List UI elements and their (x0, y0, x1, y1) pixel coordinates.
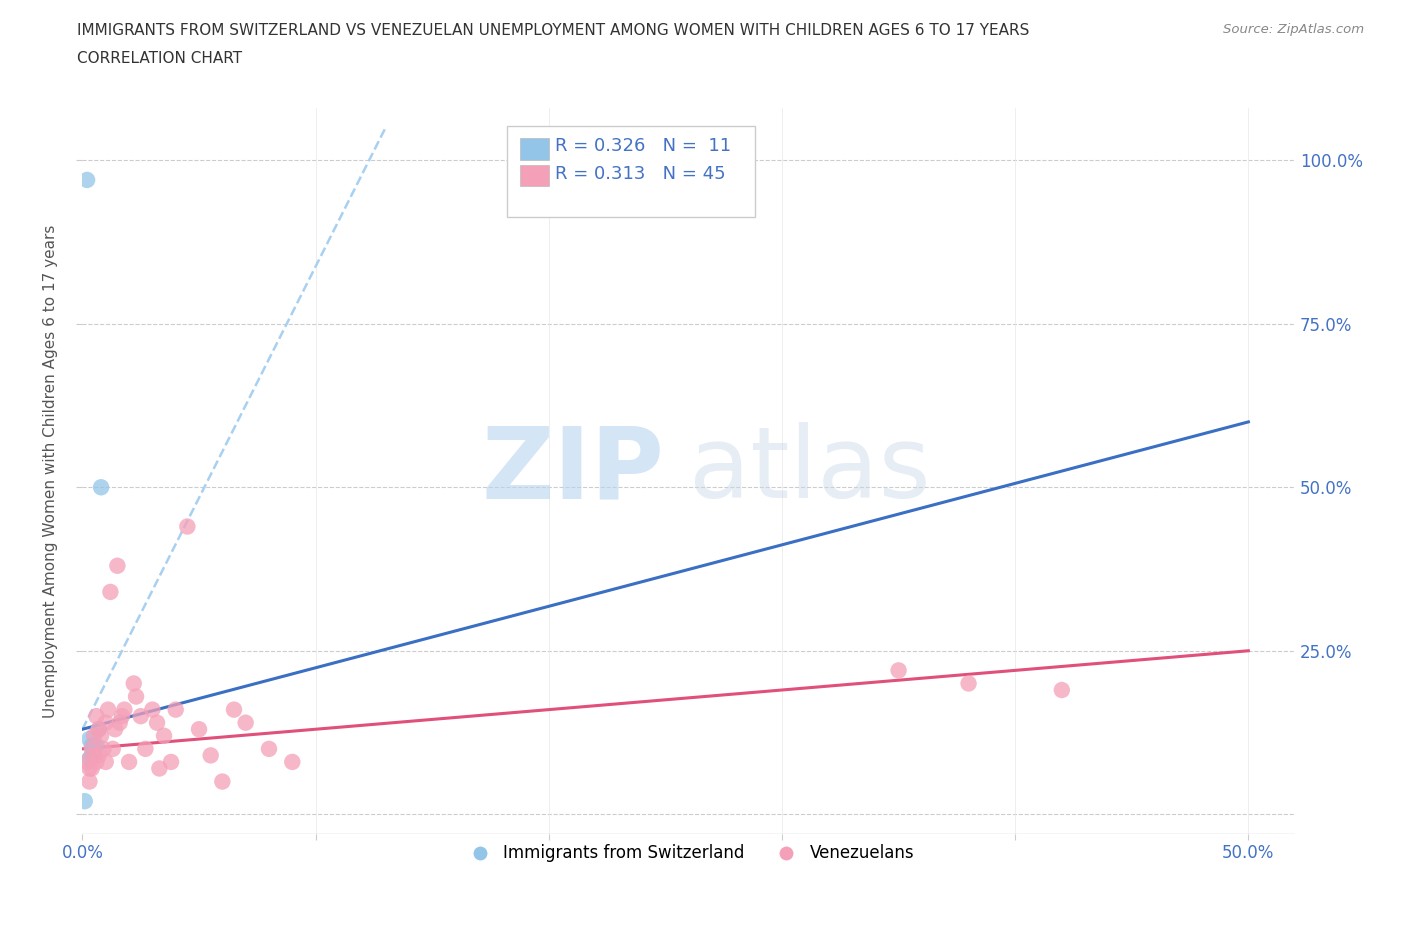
Point (200, 748, 222, 763)
Point (281, 754, 304, 769)
Y-axis label: Unemployment Among Women with Children Ages 6 to 17 years: Unemployment Among Women with Children A… (44, 224, 58, 718)
Point (176, 519, 198, 534)
Text: atlas: atlas (689, 422, 931, 520)
Point (112, 702, 135, 717)
Point (108, 715, 131, 730)
Point (90, 728, 112, 743)
Point (222, 702, 245, 717)
Point (90, 480, 112, 495)
Point (160, 754, 183, 769)
Point (83, 738, 105, 753)
Point (1050, 683, 1073, 698)
Legend: Immigrants from Switzerland, Venezuelans: Immigrants from Switzerland, Venezuelans (457, 838, 921, 870)
FancyBboxPatch shape (506, 126, 755, 217)
Point (79, 761, 101, 776)
Point (76, 172, 98, 187)
Point (104, 722, 127, 737)
Point (887, 663, 910, 678)
Point (165, 702, 187, 717)
Point (118, 754, 141, 769)
Point (83, 728, 105, 743)
Point (141, 702, 163, 717)
Point (257, 741, 280, 756)
Point (957, 676, 980, 691)
Point (111, 709, 134, 724)
Point (80, 748, 103, 763)
Point (129, 709, 152, 724)
Point (97, 702, 120, 717)
Point (93, 741, 115, 756)
Text: CORRELATION CHART: CORRELATION CHART (77, 51, 242, 66)
Point (94, 715, 117, 730)
Point (83, 748, 105, 763)
Point (188, 722, 211, 737)
Point (80, 738, 103, 753)
Point (148, 761, 170, 776)
Point (76, 754, 98, 769)
Point (79, 751, 101, 766)
Point (87, 722, 110, 737)
Point (86, 738, 108, 753)
Point (79, 732, 101, 747)
Point (83, 748, 105, 763)
Text: Source: ZipAtlas.com: Source: ZipAtlas.com (1223, 23, 1364, 36)
Point (122, 676, 145, 691)
Text: IMMIGRANTS FROM SWITZERLAND VS VENEZUELAN UNEMPLOYMENT AMONG WOMEN WITH CHILDREN: IMMIGRANTS FROM SWITZERLAND VS VENEZUELA… (77, 23, 1029, 38)
Text: ZIP: ZIP (482, 422, 665, 520)
Point (87, 722, 110, 737)
Point (79, 774, 101, 789)
Point (86, 754, 108, 769)
Point (125, 689, 148, 704)
Point (87, 748, 110, 763)
Point (86, 709, 108, 724)
Text: R = 0.313   N = 45: R = 0.313 N = 45 (555, 165, 725, 182)
Point (134, 741, 156, 756)
Point (73, 793, 96, 808)
Point (80, 741, 103, 756)
Point (235, 715, 257, 730)
Point (146, 715, 169, 730)
Point (101, 741, 124, 756)
Text: R = 0.326   N =  11: R = 0.326 N = 11 (555, 137, 731, 155)
Point (100, 584, 122, 599)
Point (153, 728, 176, 743)
Point (107, 558, 129, 573)
Point (211, 774, 233, 789)
FancyBboxPatch shape (520, 165, 550, 186)
Point (80, 761, 103, 776)
Point (94, 754, 117, 769)
FancyBboxPatch shape (520, 138, 550, 160)
